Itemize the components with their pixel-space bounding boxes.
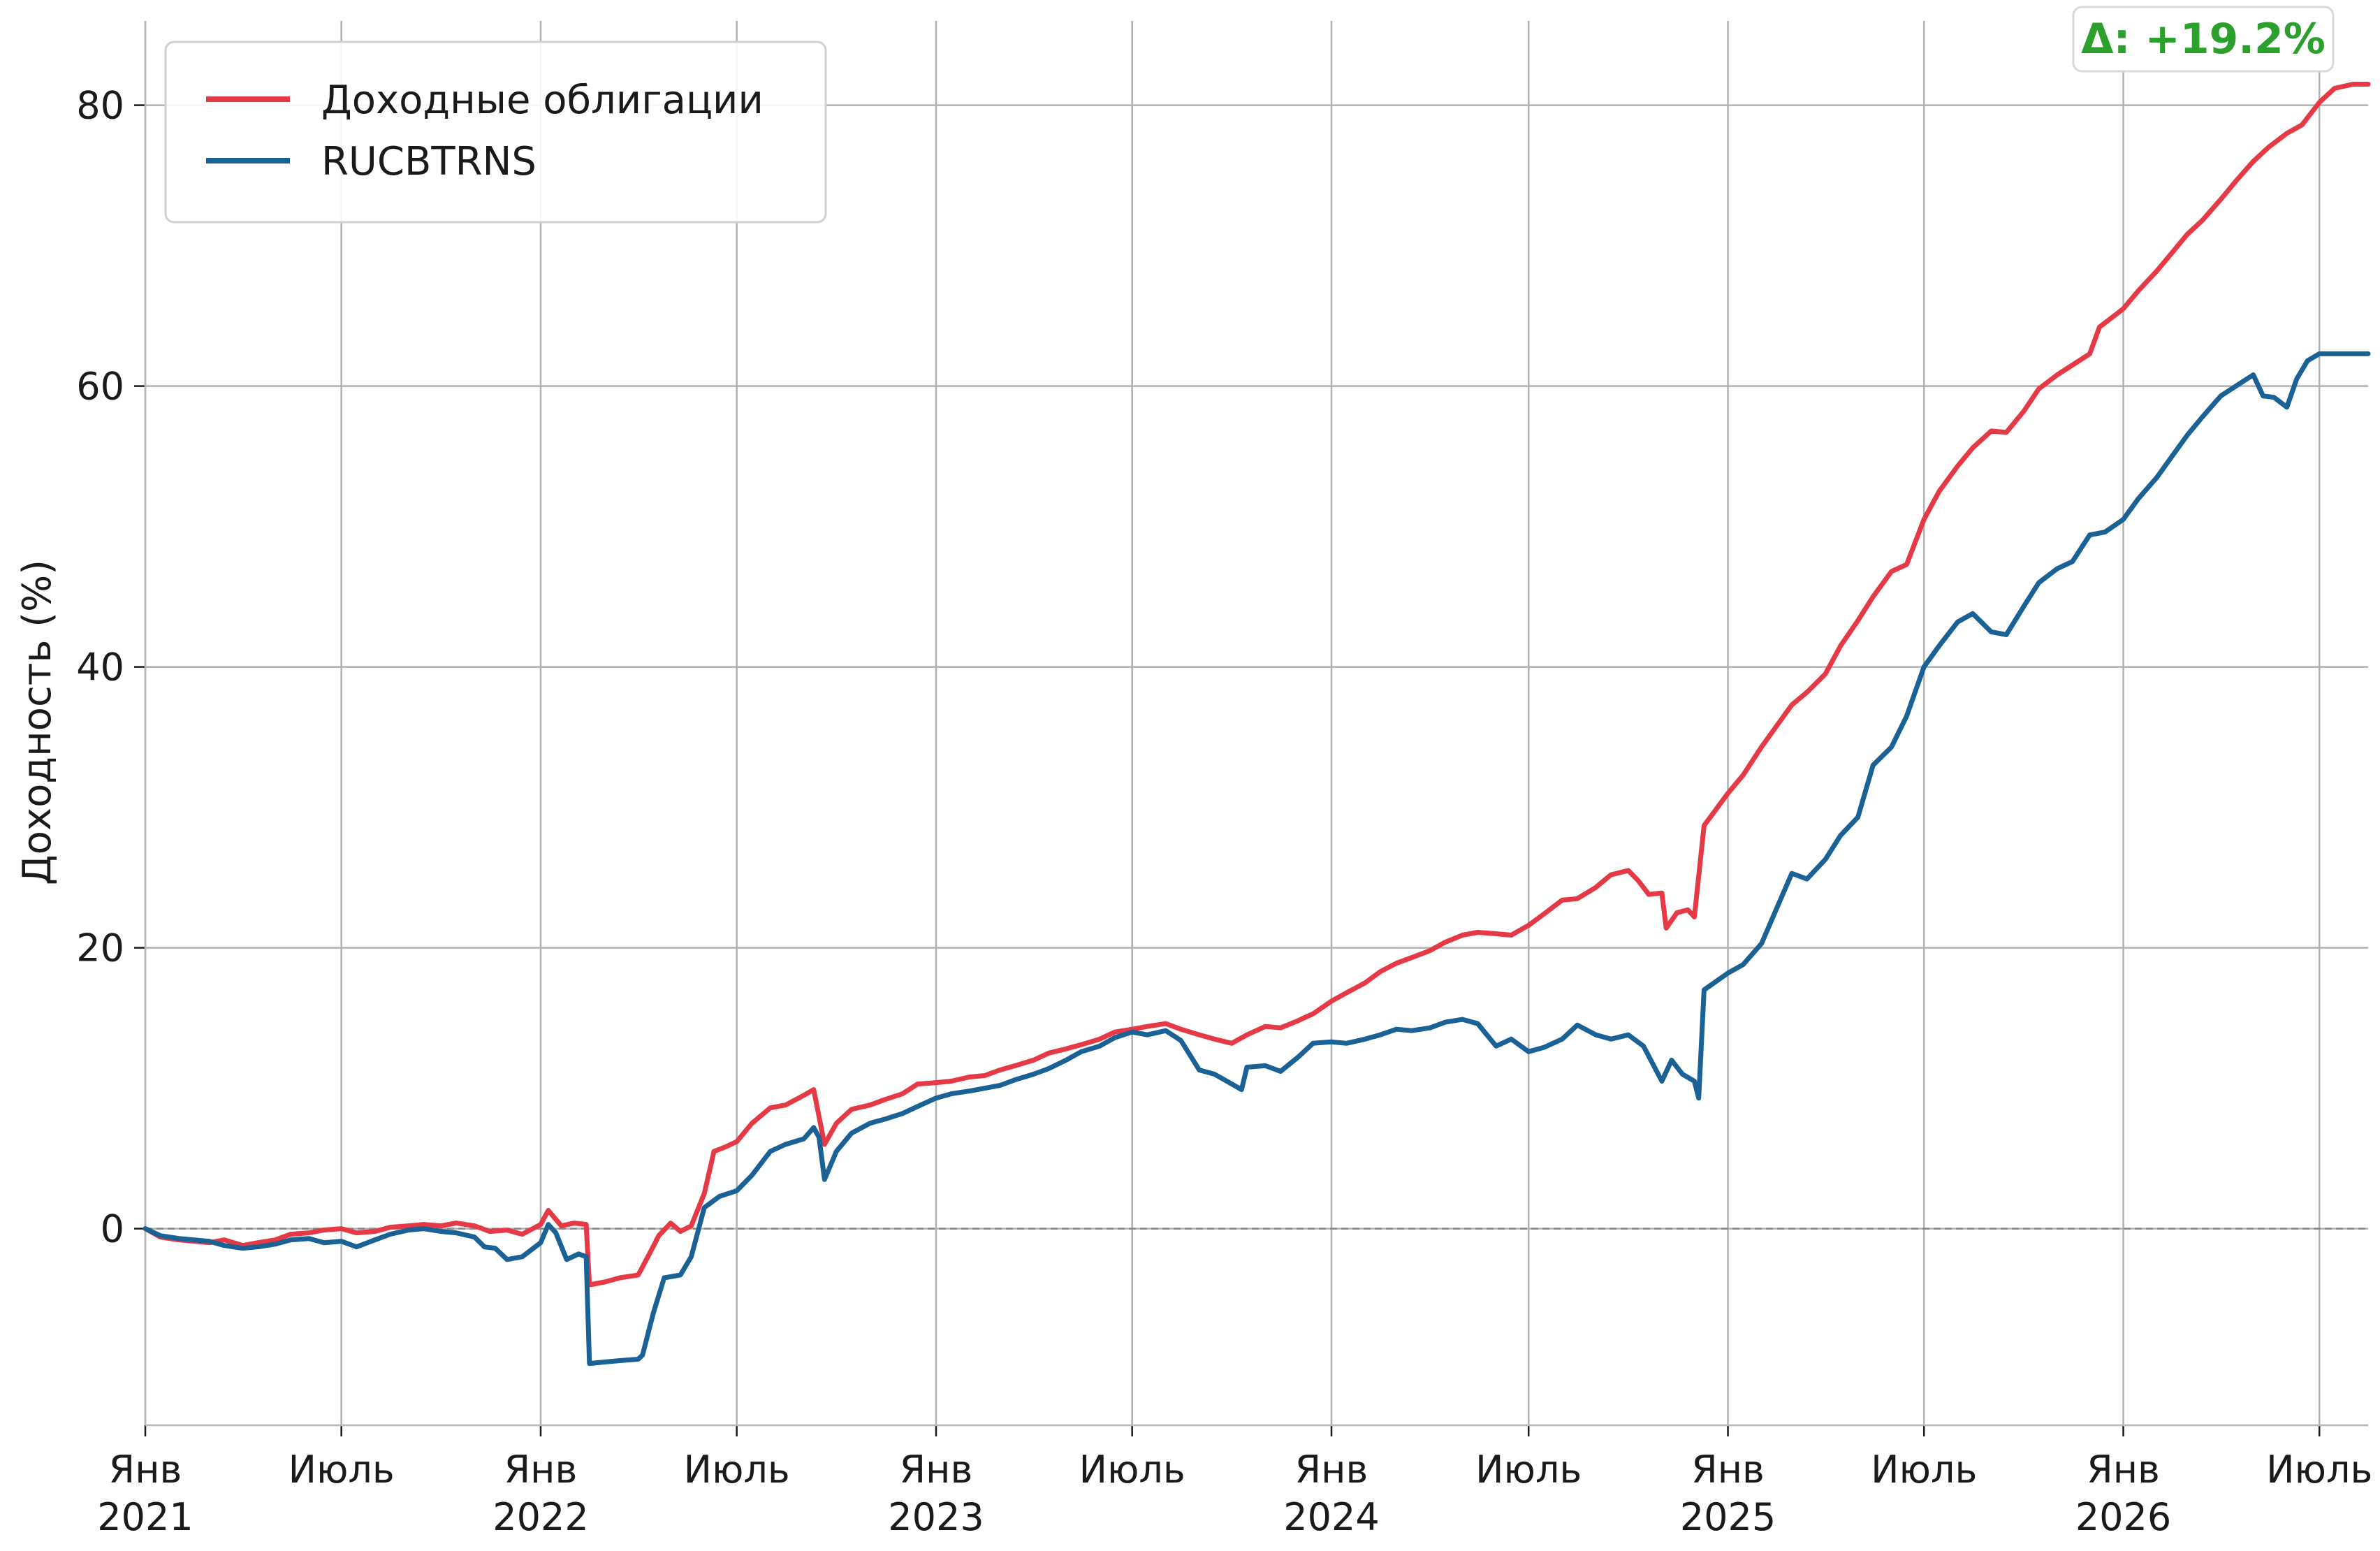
x-tick-label-year: 2025 — [1680, 1495, 1776, 1539]
x-tick-label-month: Июль — [684, 1448, 790, 1492]
x-tick-label-month: Июль — [1079, 1448, 1185, 1492]
legend-label-rucbtrns: RUCBTRNS — [321, 139, 536, 184]
x-tick-label-month: Янв — [1691, 1448, 1765, 1492]
series-line-rucbtrns — [143, 351, 2371, 1367]
y-axis-title: Доходность (%) — [15, 560, 60, 885]
delta-badge-text: Δ: +19.2% — [2081, 15, 2326, 64]
x-tick-label-year: 2023 — [888, 1495, 984, 1539]
y-tick-label: 40 — [76, 646, 124, 690]
legend: Доходные облигации RUCBTRNS — [164, 41, 827, 224]
x-tick-label-month: Июль — [1475, 1448, 1582, 1492]
delta-annotation: Δ: +19.2% — [2072, 6, 2335, 73]
y-tick-labels: 0 20 40 60 80 — [76, 84, 124, 1251]
legend-box — [164, 41, 827, 224]
grid-lines — [144, 21, 2368, 1425]
series-lines — [143, 82, 2371, 1367]
axes — [134, 21, 2368, 1436]
y-tick-label: 20 — [76, 926, 124, 970]
x-tick-label-month: Янв — [2087, 1448, 2160, 1492]
y-tick-label: 0 — [101, 1207, 124, 1251]
x-tick-label-month: Янв — [900, 1448, 973, 1492]
x-tick-label-year: 2021 — [97, 1495, 193, 1539]
delta-badge-box — [2072, 6, 2335, 73]
series-line-yield-bonds — [143, 82, 2371, 1288]
y-tick-label: 80 — [76, 84, 124, 128]
x-tick-label-year: 2026 — [2075, 1495, 2171, 1539]
legend-label-yield-bonds: Доходные облигации — [321, 78, 764, 123]
x-tick-label-month: Июль — [1871, 1448, 1977, 1492]
x-tick-label-year: 2024 — [1283, 1495, 1379, 1539]
x-tick-label-month: Янв — [1295, 1448, 1368, 1492]
y-tick-label: 60 — [76, 365, 124, 409]
x-tick-label-month: Июль — [289, 1448, 395, 1492]
x-tick-label-month: Янв — [109, 1448, 182, 1492]
x-tick-label-month: Июль — [2266, 1448, 2372, 1492]
x-tick-label-month: Янв — [504, 1448, 578, 1492]
x-tick-label-year: 2022 — [492, 1495, 588, 1539]
